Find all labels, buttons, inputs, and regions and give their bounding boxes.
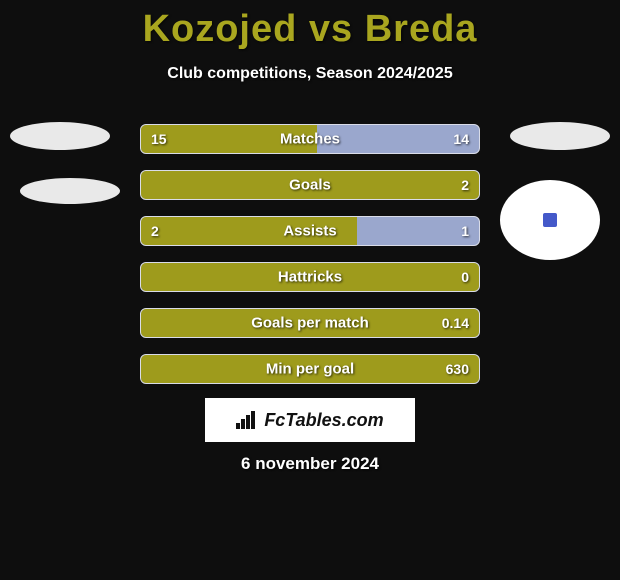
stat-label: Min per goal bbox=[266, 361, 354, 378]
player-left-avatar-2 bbox=[20, 178, 120, 204]
stat-value-right: 0.14 bbox=[442, 315, 469, 331]
stat-value-right: 630 bbox=[446, 361, 469, 377]
footer-logo: FcTables.com bbox=[205, 398, 415, 442]
stat-row: Goals per match 0.14 bbox=[140, 308, 480, 338]
stat-label: Assists bbox=[283, 223, 336, 240]
stat-value-right: 0 bbox=[461, 269, 469, 285]
stat-label: Goals bbox=[289, 177, 331, 194]
stat-row: Goals 2 bbox=[140, 170, 480, 200]
stat-row: Min per goal 630 bbox=[140, 354, 480, 384]
player-right-club-badge bbox=[500, 180, 600, 260]
stat-label: Hattricks bbox=[278, 269, 342, 286]
stat-row: Hattricks 0 bbox=[140, 262, 480, 292]
stat-row: Matches 15 14 bbox=[140, 124, 480, 154]
stat-label: Goals per match bbox=[251, 315, 369, 332]
player-left-avatar-1 bbox=[10, 122, 110, 150]
stat-value-right: 14 bbox=[453, 131, 469, 147]
footer-date: 6 november 2024 bbox=[0, 454, 620, 474]
player-right-avatar-1 bbox=[510, 122, 610, 150]
page-title: Kozojed vs Breda bbox=[0, 0, 620, 51]
stat-label: Matches bbox=[280, 131, 340, 148]
stat-value-right: 1 bbox=[461, 223, 469, 239]
club-badge-icon bbox=[543, 213, 557, 227]
stat-value-left: 2 bbox=[151, 223, 159, 239]
bar-chart-icon bbox=[236, 411, 258, 429]
stat-value-left: 15 bbox=[151, 131, 167, 147]
stat-value-right: 2 bbox=[461, 177, 469, 193]
footer-logo-text: FcTables.com bbox=[264, 410, 383, 431]
stat-row: Assists 2 1 bbox=[140, 216, 480, 246]
subtitle: Club competitions, Season 2024/2025 bbox=[0, 65, 620, 83]
comparison-bars: Matches 15 14 Goals 2 Assists 2 1 Hattricks 0 Goal… bbox=[140, 124, 480, 400]
